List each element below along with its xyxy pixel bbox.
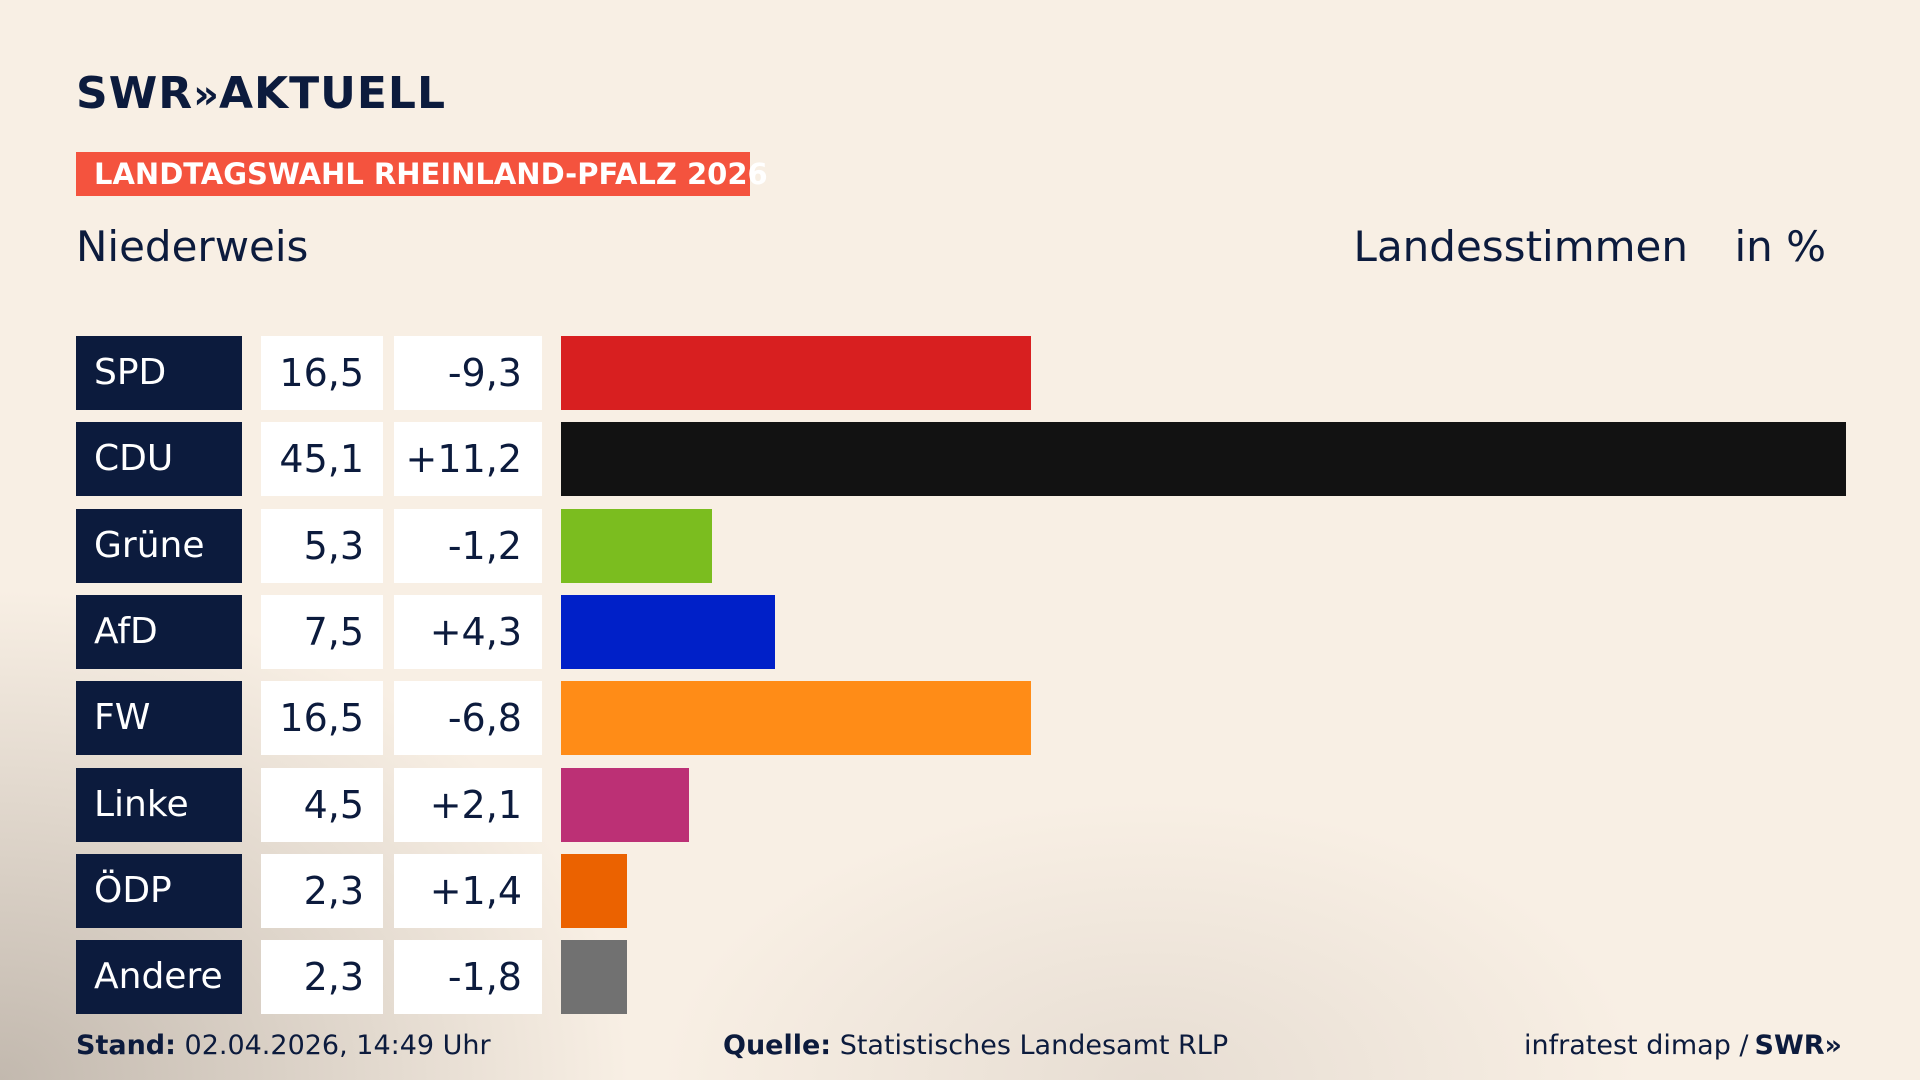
stand-value: 02.04.2026, 14:49 Uhr — [184, 1030, 491, 1061]
footer-credit: infratest dimap / SWR» — [1524, 1030, 1842, 1061]
result-row: Andere 2,3 -1,8 — [76, 940, 1846, 1014]
diff-label: +4,3 — [394, 595, 542, 669]
party-label: Linke — [76, 768, 242, 842]
municipality-title: Niederweis — [76, 222, 309, 271]
result-row: Grüne 5,3 -1,2 — [76, 509, 1846, 583]
result-row: CDU 45,1 +11,2 — [76, 422, 1846, 496]
election-tag: LANDTAGSWAHL RHEINLAND-PFALZ 2026 — [76, 152, 768, 196]
value-label: 45,1 — [261, 422, 383, 496]
bar-mark — [561, 940, 627, 1014]
bar-mark — [561, 595, 775, 669]
result-row: ÖDP 2,3 +1,4 — [76, 854, 1846, 928]
result-row: SPD 16,5 -9,3 — [76, 336, 1846, 410]
credit-text: infratest dimap / — [1524, 1030, 1749, 1061]
bar-mark — [561, 509, 712, 583]
party-label: AfD — [76, 595, 242, 669]
diff-label: +2,1 — [394, 768, 542, 842]
diff-label: -9,3 — [394, 336, 542, 410]
value-label: 16,5 — [261, 336, 383, 410]
diff-label: +1,4 — [394, 854, 542, 928]
swr-aktuell-logo: SWR» AKTUELL — [76, 68, 446, 119]
party-label: CDU — [76, 422, 242, 496]
bar-mark — [561, 768, 689, 842]
source-label: Quelle: — [723, 1030, 832, 1061]
party-label: SPD — [76, 336, 242, 410]
source-value: Statistisches Landesamt RLP — [839, 1030, 1229, 1061]
stand-label: Stand: — [76, 1030, 176, 1061]
bar-mark — [561, 681, 1031, 755]
value-label: 5,3 — [261, 509, 383, 583]
result-row: Linke 4,5 +2,1 — [76, 768, 1846, 842]
footer-source: Quelle: Statistisches Landesamt RLP — [723, 1030, 1228, 1061]
value-label: 7,5 — [261, 595, 383, 669]
bar-mark — [561, 422, 1846, 496]
party-label: ÖDP — [76, 854, 242, 928]
diff-label: -6,8 — [394, 681, 542, 755]
value-label: 4,5 — [261, 768, 383, 842]
footer-stand: Stand: 02.04.2026, 14:49 Uhr — [76, 1030, 491, 1061]
logo-chevron-icon: » — [193, 72, 219, 118]
bar-mark — [561, 336, 1031, 410]
diff-label: -1,2 — [394, 509, 542, 583]
value-label: 2,3 — [261, 940, 383, 1014]
party-label: Grüne — [76, 509, 242, 583]
unit-label: in % — [1734, 222, 1826, 271]
party-label: FW — [76, 681, 242, 755]
diff-label: -1,8 — [394, 940, 542, 1014]
party-label: Andere — [76, 940, 242, 1014]
credit-swr-logo: SWR» — [1754, 1030, 1842, 1061]
metric-label: Landesstimmen — [1353, 222, 1688, 271]
bar-mark — [561, 854, 627, 928]
logo-swr-text: SWR — [76, 68, 194, 119]
result-row: FW 16,5 -6,8 — [76, 681, 1846, 755]
diff-label: +11,2 — [394, 422, 542, 496]
result-row: AfD 7,5 +4,3 — [76, 595, 1846, 669]
logo-aktuell-text: AKTUELL — [218, 68, 446, 119]
value-label: 16,5 — [261, 681, 383, 755]
value-label: 2,3 — [261, 854, 383, 928]
